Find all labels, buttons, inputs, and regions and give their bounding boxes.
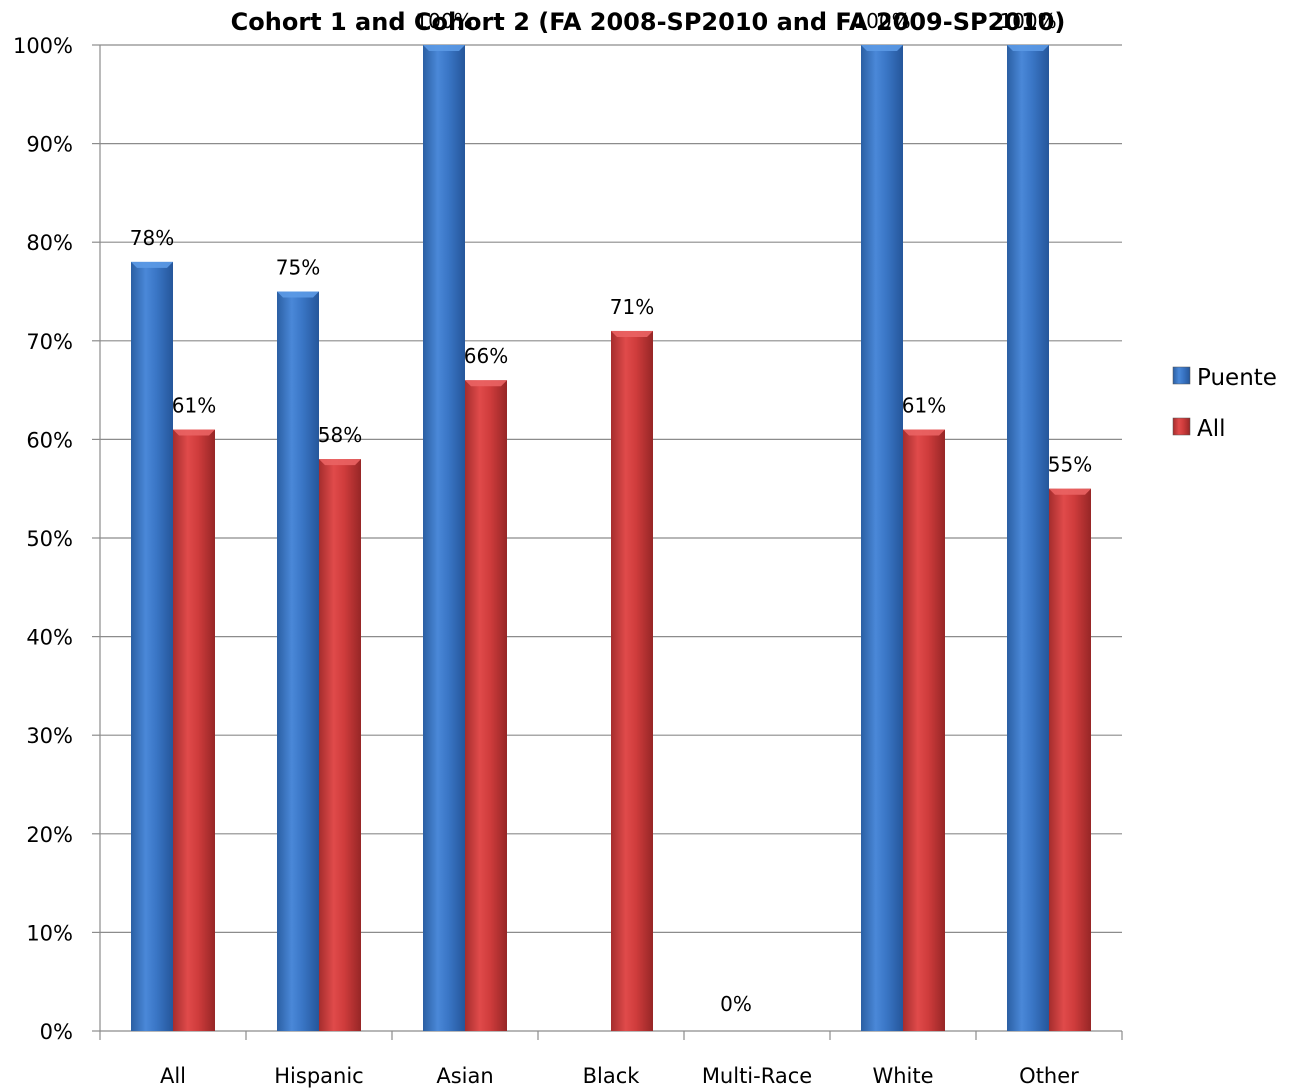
bar-puente-all: [131, 261, 173, 1031]
legend: Puente All: [1172, 365, 1277, 442]
x-tick-label: Black: [583, 1064, 641, 1088]
y-tick-label: 100%: [13, 34, 73, 58]
y-tick-label: 70%: [26, 330, 73, 354]
data-labels: 78% 75% 100% 0% 100% 100% 61% 58% 66% 71% 61% 55%: [130, 9, 1092, 1016]
bar-bevel: [611, 330, 653, 337]
x-tick-label: Other: [1019, 1064, 1079, 1088]
data-label: 71%: [610, 295, 654, 319]
bars: [131, 45, 1091, 1031]
data-label: 61%: [902, 394, 946, 418]
y-tick-label: 0%: [40, 1020, 73, 1044]
data-label: 55%: [1048, 453, 1092, 477]
x-tick-label: All: [160, 1064, 186, 1088]
x-tick-label: Multi-Race: [702, 1064, 812, 1088]
y-tick-label: 90%: [26, 133, 73, 157]
y-tick-label: 10%: [26, 921, 73, 945]
bar-all-other: [1049, 488, 1091, 1031]
bar-bevel: [1049, 488, 1091, 495]
legend-swatch-puente: [1172, 366, 1191, 385]
data-label: 100%: [999, 9, 1056, 33]
bar-bevel: [903, 429, 945, 436]
legend-label-puente: Puente: [1197, 365, 1277, 391]
bar-all-all: [173, 429, 215, 1031]
x-tick-label: Hispanic: [274, 1064, 363, 1088]
bar-puente-asian: [423, 45, 465, 1031]
x-axis: All Hispanic Asian Black Multi-Race White Othe…: [99, 1030, 1123, 1088]
bar-all-hispanic: [319, 459, 361, 1031]
bar-bevel: [319, 459, 361, 466]
y-tick-label: 40%: [26, 626, 73, 650]
legend-label-all: All: [1197, 416, 1226, 442]
bar-bevel: [423, 45, 465, 51]
x-tick-label: Asian: [436, 1064, 493, 1088]
y-tick-label: 80%: [26, 231, 73, 255]
bar-all-black: [611, 330, 653, 1031]
y-tick-label: 60%: [26, 428, 73, 452]
data-label: 78%: [130, 226, 174, 250]
y-tick-label: 20%: [26, 823, 73, 847]
bar-puente-white: [861, 45, 903, 1031]
legend-swatch-all: [1172, 417, 1191, 436]
data-label: 58%: [318, 423, 362, 447]
data-label: 100%: [853, 9, 910, 33]
data-label: 75%: [276, 256, 320, 280]
bar-bevel: [1007, 45, 1049, 51]
y-tick-label: 30%: [26, 724, 73, 748]
y-axis: 0% 10% 20% 30% 40% 50% 60% 70% 80% 90% 100%: [13, 34, 101, 1044]
bar-bevel: [277, 291, 319, 298]
bar-all-asian: [465, 380, 507, 1031]
bar-puente-other: [1007, 45, 1049, 1031]
data-label: 0%: [720, 992, 752, 1016]
bar-bevel: [131, 261, 173, 268]
data-label: 61%: [172, 394, 216, 418]
bar-all-white: [903, 429, 945, 1031]
bar-bevel: [861, 45, 903, 51]
data-label: 100%: [415, 9, 472, 33]
bar-bevel: [465, 380, 507, 387]
data-label: 66%: [464, 344, 508, 368]
bar-puente-hispanic: [277, 291, 319, 1031]
bar-bevel: [173, 429, 215, 436]
y-tick-label: 50%: [26, 527, 73, 551]
chart-title: Cohort 1 and Cohort 2 (FA 2008-SP2010 an…: [231, 8, 1066, 36]
x-tick-label: White: [872, 1064, 933, 1088]
